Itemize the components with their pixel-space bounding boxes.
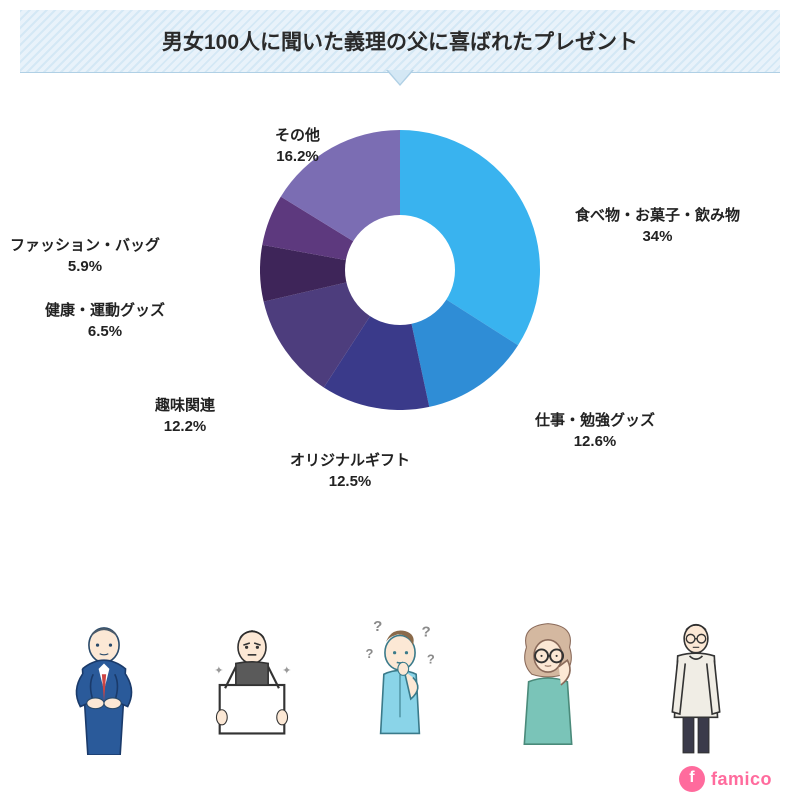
logo: famico <box>679 766 772 792</box>
svg-text:✦: ✦ <box>282 665 291 677</box>
svg-text:?: ? <box>427 651 435 666</box>
person-board: ✦ ✦ <box>197 615 307 755</box>
title-banner: 男女100人に聞いた義理の父に喜ばれたプレゼント <box>20 10 780 72</box>
label-other: その他 16.2% <box>275 125 320 167</box>
label-fashion: ファッション・バッグ 5.9% <box>10 235 160 277</box>
label-health: 健康・運動グッズ 6.5% <box>45 300 165 342</box>
label-work: 仕事・勉強グッズ 12.6% <box>535 410 655 452</box>
people-illustrations: ✦ ✦ ? ? ? ? <box>0 615 800 755</box>
banner-pointer <box>388 70 412 84</box>
svg-text:?: ? <box>366 646 374 661</box>
person-suit <box>49 615 159 755</box>
page-title: 男女100人に聞いた義理の父に喜ばれたプレゼント <box>40 26 760 56</box>
person-sweater <box>641 615 751 755</box>
donut-chart <box>260 130 540 410</box>
svg-text:?: ? <box>422 624 431 641</box>
svg-text:?: ? <box>373 618 382 635</box>
svg-text:✦: ✦ <box>214 665 223 677</box>
label-food: 食べ物・お菓子・飲み物 34% <box>575 205 740 247</box>
donut-hole <box>345 215 455 325</box>
person-thinking: ? ? ? ? <box>345 615 455 755</box>
label-hobby: 趣味関連 12.2% <box>155 395 215 437</box>
label-original: オリジナルギフト 12.5% <box>290 450 410 492</box>
logo-text: famico <box>711 769 772 790</box>
logo-icon <box>679 766 705 792</box>
person-glasses <box>493 615 603 755</box>
